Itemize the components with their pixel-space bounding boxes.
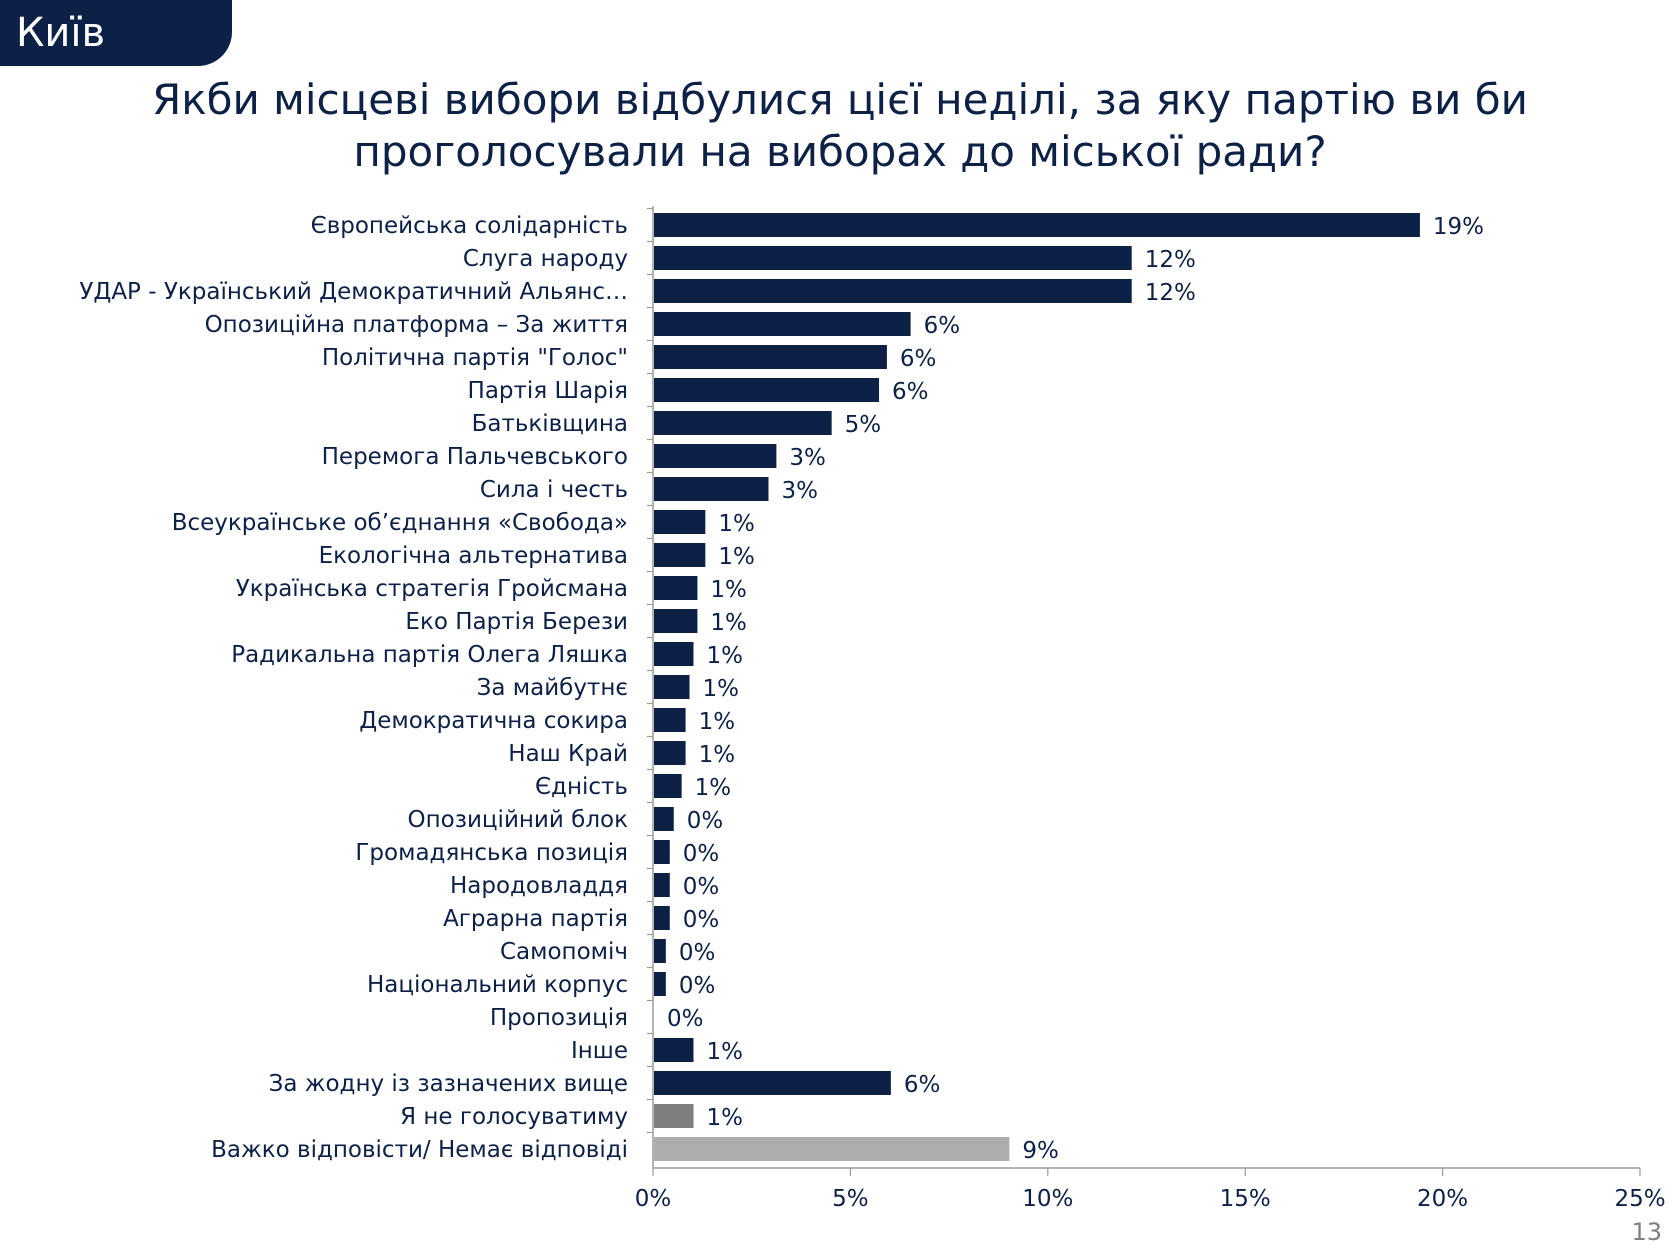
page-number: 13 [1631,1218,1662,1246]
category-label: Всеукраїнське об’єднання «Свобода» [172,510,628,536]
bar [654,1137,1010,1161]
bar [654,576,698,600]
bar [654,279,1132,303]
bar [654,675,690,699]
category-label: За майбутнє [477,675,628,701]
category-label: Політична партія "Голос" [322,345,628,371]
x-tick-label: 25% [1614,1186,1665,1212]
x-tick-label: 5% [832,1186,869,1212]
data-label: 0% [679,973,716,999]
data-label: 5% [845,412,882,438]
bar [654,213,1420,237]
data-label: 0% [683,874,720,900]
bar [654,939,666,963]
category-label: Сила і честь [480,477,628,503]
data-label: 6% [900,346,937,372]
category-label: Інше [571,1038,628,1064]
category-label: Опозиційний блок [408,807,629,833]
bar [654,1071,891,1095]
data-label: 3% [789,445,826,471]
bar [654,609,698,633]
bar [654,840,670,864]
data-label: 12% [1145,280,1196,306]
data-label: 12% [1145,247,1196,273]
category-label: Єдність [535,774,628,800]
bar [654,873,670,897]
category-label: Опозиційна платформа – За життя [205,312,628,338]
category-label: Аграрна партія [443,906,628,932]
bar [654,378,880,402]
category-label: Народовладдя [450,873,628,899]
category-label: УДАР - Український Демократичний Альянс… [79,279,628,305]
data-label: 1% [699,709,736,735]
bar [654,972,666,996]
data-label: 1% [710,610,747,636]
category-label: Слуга народу [463,246,628,272]
bar [654,906,670,930]
bar [654,411,832,435]
data-label: 1% [703,676,740,702]
bar [654,312,911,336]
category-label: Наш Край [508,741,628,767]
bar [654,642,694,666]
x-tick-label: 15% [1220,1186,1271,1212]
data-label: 6% [924,313,961,339]
category-label: Важко відповісти/ Немає відповіді [211,1137,628,1163]
bar [654,477,769,501]
city-tab: Київ [0,0,232,66]
data-label: 0% [683,907,720,933]
category-label: Самопоміч [500,939,628,965]
data-label: 1% [718,511,755,537]
category-label: Радикальна партія Олега Ляшка [231,642,628,668]
category-label: Громадянська позиція [355,840,628,866]
data-label: 1% [695,775,732,801]
data-label: 0% [683,841,720,867]
data-label: 3% [781,478,818,504]
x-tick-label: 0% [635,1186,672,1212]
category-label: Перемога Пальчевського [322,444,628,470]
bar [654,807,674,831]
category-label: Батьківщина [472,411,628,437]
data-label: 6% [904,1072,941,1098]
chart-title: Якби місцеві вибори відбулися цієї неділ… [60,74,1620,178]
bar [654,1038,694,1062]
category-label: Партія Шарія [468,378,628,404]
bar [654,708,686,732]
bar [654,345,887,369]
category-label: Національний корпус [367,972,628,998]
data-label: 19% [1433,214,1484,240]
data-label: 0% [687,808,724,834]
data-label: 1% [706,1039,743,1065]
data-label: 1% [710,577,747,603]
city-label: Київ [16,10,106,56]
bar [654,774,682,798]
x-tick-label: 20% [1417,1186,1468,1212]
data-label: 0% [667,1006,704,1032]
category-label: Пропозиція [490,1005,628,1031]
data-label: 9% [1022,1138,1059,1164]
category-label: Демократична сокира [359,708,628,734]
category-label: Я не голосуватиму [400,1104,628,1130]
bar [654,1104,694,1128]
data-label: 1% [706,1105,743,1131]
bar [654,246,1132,270]
data-label: 6% [892,379,929,405]
category-label: Європейська солідарність [311,213,628,239]
category-label: Екологічна альтернатива [319,543,628,569]
bar [654,444,777,468]
chart-title-line-2: проголосували на виборах до міської ради… [353,127,1327,176]
category-label: За жодну із зазначених вище [269,1071,628,1097]
bar [654,741,686,765]
category-label: Українська стратегія Гройсмана [236,576,628,602]
bar [654,543,706,567]
data-label: 1% [706,643,743,669]
data-label: 1% [699,742,736,768]
data-label: 1% [718,544,755,570]
bar [654,510,706,534]
chart-title-line-1: Якби місцеві вибори відбулися цієї неділ… [152,75,1528,124]
category-label: Еко Партія Берези [405,609,628,635]
data-label: 0% [679,940,716,966]
x-tick-label: 10% [1022,1186,1073,1212]
